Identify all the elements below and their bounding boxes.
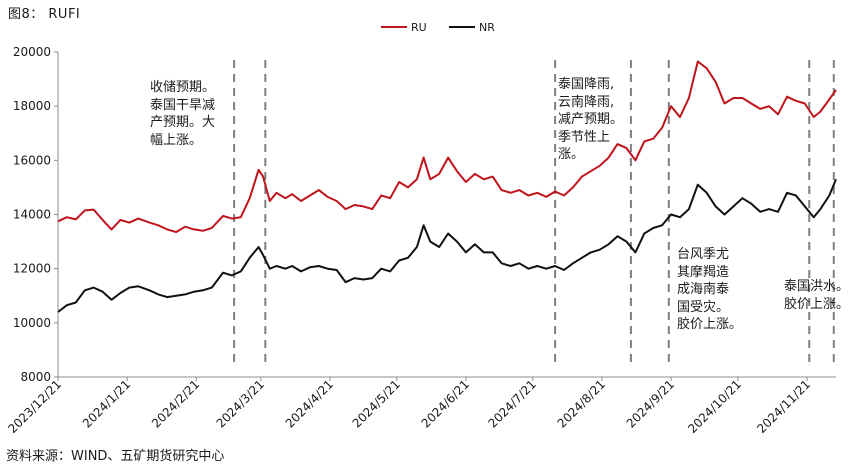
event-markers — [233, 60, 835, 366]
x-tick-label: 2024/6/21 — [419, 377, 472, 430]
y-tick-label: 20000 — [13, 45, 51, 59]
x-tick-label: 2024/10/21 — [685, 377, 744, 436]
chart-series — [57, 60, 837, 313]
x-tick-label: 2024/7/21 — [486, 377, 539, 430]
x-tick-label: 2024/1/21 — [80, 377, 133, 430]
y-tick-label: 10000 — [13, 316, 51, 330]
y-tick-label: 16000 — [13, 153, 51, 167]
figure-title: 图8： RUFI — [8, 7, 81, 22]
y-tick-label: 8000 — [20, 370, 51, 384]
chart-legend: RU NR — [381, 21, 495, 34]
annotation-rainfall: 泰国降雨, 云南降雨, 减产预期。 季节性上 涨。 — [558, 77, 624, 162]
x-tick-label: 2024/9/21 — [624, 377, 677, 430]
series-line-nr — [57, 178, 837, 313]
y-tick-label: 14000 — [13, 208, 51, 222]
legend-label-nr: NR — [479, 21, 495, 34]
x-tick-label: 2024/5/21 — [350, 377, 403, 430]
annotation-reserve-expectation: 收储预期。 泰国干旱减 产预期。大 幅上涨。 — [150, 80, 216, 148]
x-tick-label: 2024/2/21 — [149, 377, 202, 430]
y-tick-label: 18000 — [13, 99, 51, 113]
source-note: 资料来源：WIND、五矿期货研究中心 — [6, 449, 225, 464]
y-tick-label: 12000 — [13, 262, 51, 276]
x-tick-label: 2024/4/21 — [283, 377, 336, 430]
x-tick-label: 2024/11/21 — [754, 377, 813, 436]
x-tick-label: 2024/8/21 — [555, 377, 608, 430]
x-tick-label: 2023/12/21 — [5, 377, 64, 436]
chart-axes: 8000 10000 12000 14000 16000 18000 20000 2023/1… — [5, 45, 836, 436]
x-tick-label: 2024/3/21 — [214, 377, 267, 430]
annotation-typhoon: 台风季尤 其摩羯造 成海南泰 国受灾。 胶价上涨。 — [677, 247, 743, 332]
series-line-ru — [57, 60, 837, 234]
legend-label-ru: RU — [411, 21, 427, 34]
annotation-flood: 泰国洪水。 胶价上涨。 — [784, 279, 848, 312]
